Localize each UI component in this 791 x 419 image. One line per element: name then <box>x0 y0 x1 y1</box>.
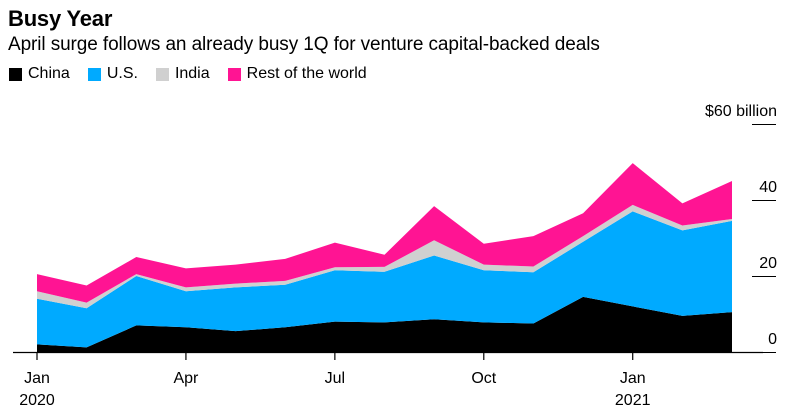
chart-title: Busy Year <box>8 6 113 31</box>
y-tick-label: $60 billion <box>705 103 777 120</box>
x-tick-year-label: 2020 <box>19 392 55 409</box>
legend-label-india: India <box>174 65 210 82</box>
legend: China U.S. India Rest of the world <box>9 65 385 83</box>
x-tick-year-label: 2021 <box>615 392 651 409</box>
x-tick-label: Oct <box>471 370 496 387</box>
area-china <box>37 296 732 352</box>
legend-label-rest-of-world: Rest of the world <box>246 65 367 82</box>
legend-item-rest-of-world: Rest of the world <box>227 65 367 83</box>
legend-swatch-india <box>155 67 169 81</box>
area-rest-of-the-world <box>37 163 732 303</box>
legend-item-india: India <box>155 65 210 83</box>
legend-item-us: U.S. <box>87 65 138 83</box>
y-tick-label: 20 <box>759 255 777 272</box>
legend-item-china: China <box>9 65 70 83</box>
x-tick-label: Jul <box>325 370 345 387</box>
legend-swatch-china <box>9 67 22 81</box>
y-tick-label: 40 <box>759 179 777 196</box>
chart-subtitle: April surge follows an already busy 1Q f… <box>8 34 600 55</box>
legend-label-us: U.S. <box>106 65 138 82</box>
axes: 0 20 40 $60 billion Jan 2020 Apr Jul Oct Jan 2021 <box>13 103 777 409</box>
x-tick-label: Jan <box>620 370 646 387</box>
area-layers <box>37 163 732 352</box>
legend-label-china: China <box>28 65 70 82</box>
y-tick-label: 0 <box>768 331 777 348</box>
x-tick-label: Apr <box>173 370 199 387</box>
x-tick-label: Jan <box>24 370 50 387</box>
legend-swatch-us <box>87 67 101 81</box>
legend-swatch-rest-of-world <box>227 67 241 81</box>
area-u-s <box>37 211 732 348</box>
